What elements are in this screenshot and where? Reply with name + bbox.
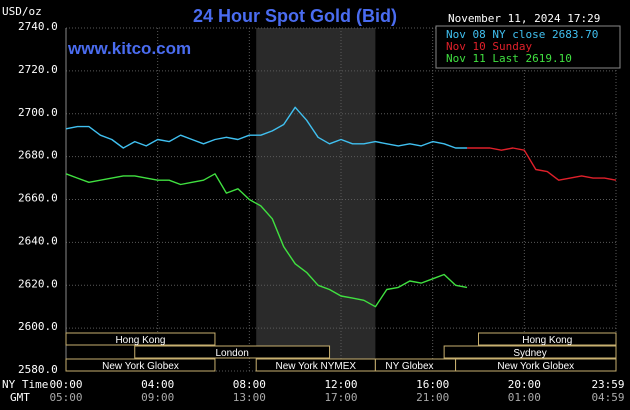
- legend-item-nov08: Nov 08 NY close 2683.70: [446, 28, 598, 41]
- x-tick-label-gmt: 13:00: [233, 391, 266, 404]
- y-tick-label: 2620.0: [18, 277, 58, 290]
- y-tick-label: 2680.0: [18, 149, 58, 162]
- y-tick-label: 2700.0: [18, 106, 58, 119]
- gmt-axis-label: GMT: [10, 391, 30, 404]
- x-tick-label-ny: 20:00: [508, 378, 541, 391]
- price-series: [65, 106, 617, 308]
- y-tick-label: 2740.0: [18, 20, 58, 33]
- session-box: [65, 358, 216, 372]
- market-sessions: Hong Kong Hong Kong London Sydney New York G…: [65, 332, 617, 372]
- series-line-2: [65, 173, 468, 308]
- legend-item-nov10: Nov 10 Sunday: [446, 40, 532, 53]
- session-label: London: [215, 348, 248, 359]
- x-tick-label-gmt: 09:00: [141, 391, 174, 404]
- y-tick-label: 2580.0: [18, 363, 58, 376]
- session-box: [443, 345, 617, 359]
- session-label: New York Globex: [102, 361, 179, 372]
- ny-time-axis-label: NY Time: [2, 378, 48, 391]
- x-tick-label-gmt: 17:00: [324, 391, 357, 404]
- series-line-1: [467, 147, 617, 181]
- session-box: [478, 332, 617, 346]
- series-line-0: [65, 106, 467, 149]
- legend-item-nov11: Nov 11 Last 2619.10: [446, 52, 572, 65]
- legend: Nov 08 NY close 2683.70 Nov 10 Sunday No…: [435, 25, 621, 69]
- y-tick-label: 2640.0: [18, 234, 58, 247]
- y-tick-label: 2600.0: [18, 320, 58, 333]
- session-label: NY Globex: [385, 361, 433, 372]
- x-tick-label-gmt: 01:00: [508, 391, 541, 404]
- watermark: www.kitco.com: [67, 39, 191, 58]
- x-tick-label-ny: 16:00: [416, 378, 449, 391]
- date-time: November 11, 2024 17:29: [448, 12, 600, 25]
- x-tick-label-ny: 04:00: [141, 378, 174, 391]
- y-tick-label: 2660.0: [18, 192, 58, 205]
- x-tick-label-ny: 08:00: [233, 378, 266, 391]
- x-tick-label-gmt: 04:59: [591, 391, 624, 404]
- x-tick-label-ny: 23:59: [591, 378, 624, 391]
- session-label: Hong Kong: [115, 335, 165, 346]
- session-box: [455, 358, 617, 372]
- x-tick-label-ny: 12:00: [324, 378, 357, 391]
- y-axis-ticks: 2740.0 2720.0 2700.0 2680.0 2660.0 2640.0 2620…: [18, 20, 58, 376]
- session-box: [65, 332, 216, 346]
- chart-title: 24 Hour Spot Gold (Bid): [193, 6, 397, 26]
- x-tick-label-ny: 00:00: [49, 378, 82, 391]
- session-label: New York Globex: [497, 361, 574, 372]
- x-tick-label-gmt: 21:00: [416, 391, 449, 404]
- session-box: [134, 345, 331, 359]
- y-tick-label: 2720.0: [18, 63, 58, 76]
- session-label: Hong Kong: [522, 335, 572, 346]
- session-label: New York NYMEX: [275, 361, 356, 372]
- session-label: Sydney: [513, 348, 546, 359]
- legend-box: [435, 25, 621, 69]
- unit-label: USD/oz: [2, 5, 42, 18]
- x-tick-label-gmt: 05:00: [49, 391, 82, 404]
